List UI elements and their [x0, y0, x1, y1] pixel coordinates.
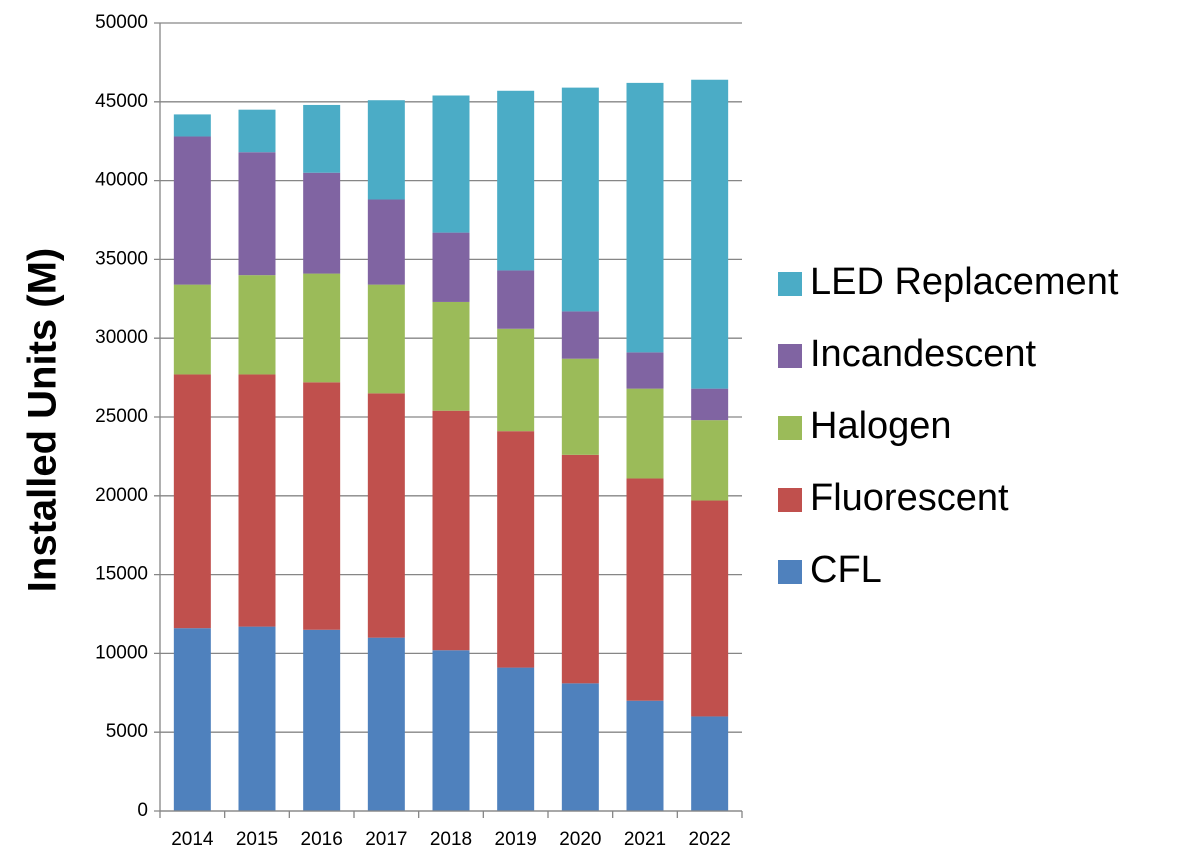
bar-segment	[561, 454, 599, 684]
bar-segment	[561, 683, 599, 811]
bar-segment	[497, 667, 535, 811]
bar-segment	[432, 650, 470, 811]
y-tick-label: 25000	[95, 406, 148, 427]
y-tick-label: 0	[137, 800, 148, 821]
x-tick-label: 2014	[171, 829, 214, 850]
legend-label: CFL	[810, 549, 882, 591]
bar-segment	[626, 388, 664, 479]
bar-segment	[173, 284, 211, 375]
bar-segment	[303, 172, 341, 274]
y-tick-label: 35000	[95, 248, 148, 269]
bar-segment	[367, 393, 405, 638]
bar-segment	[432, 232, 470, 302]
y-tick-label: 10000	[95, 642, 148, 663]
bar-segment	[561, 87, 599, 312]
bar-segment	[367, 284, 405, 394]
x-tick-label: 2019	[495, 829, 537, 850]
bar-segment	[367, 199, 405, 285]
bar-segment	[497, 328, 535, 432]
x-tick-label: 2021	[624, 829, 666, 850]
bar-segment	[497, 270, 535, 329]
bar-segment	[303, 629, 341, 811]
bar-segment	[367, 100, 405, 200]
bar-segment	[303, 104, 341, 173]
bar-segment	[626, 82, 664, 353]
bar-segment	[173, 628, 211, 811]
legend-label: LED Replacement	[810, 261, 1119, 303]
y-tick-label: 50000	[95, 12, 148, 33]
legend-label: Halogen	[810, 405, 952, 447]
bar-segment	[238, 275, 276, 375]
bar-segment	[238, 109, 276, 153]
legend-swatch	[778, 272, 802, 296]
y-tick-label: 20000	[95, 485, 148, 506]
bar-segment	[173, 374, 211, 629]
bar-segment	[303, 273, 341, 383]
legend-swatch	[778, 560, 802, 584]
bar-segment	[432, 301, 470, 411]
x-tick-label: 2020	[559, 829, 601, 850]
x-tick-label: 2016	[301, 829, 343, 850]
bar-segment	[497, 431, 535, 668]
legend-swatch	[778, 344, 802, 368]
bar-segment	[238, 626, 276, 811]
bar-segment	[432, 95, 470, 233]
bar-segment	[626, 352, 664, 389]
y-axis-label: Installed Units (M)	[21, 248, 65, 592]
bar-segment	[173, 136, 211, 285]
bar-segment	[432, 410, 470, 651]
bar-segment	[173, 114, 211, 137]
legend-swatch	[778, 416, 802, 440]
bar-segment	[367, 637, 405, 811]
legend-label: Fluorescent	[810, 477, 1009, 519]
y-tick-label: 45000	[95, 91, 148, 112]
bar-segment	[561, 311, 599, 359]
bar-segment	[303, 382, 341, 630]
legend-swatch	[778, 488, 802, 512]
y-tick-label: 40000	[95, 170, 148, 191]
bar-segment	[626, 478, 664, 701]
bar-segment	[691, 420, 729, 501]
legend-label: Incandescent	[810, 333, 1036, 375]
bar-segment	[238, 374, 276, 627]
y-tick-label: 30000	[95, 327, 148, 348]
x-tick-label: 2022	[689, 829, 731, 850]
x-tick-label: 2015	[236, 829, 278, 850]
bar-segment	[238, 152, 276, 276]
x-tick-label: 2017	[365, 829, 407, 850]
bar-segment	[691, 388, 729, 421]
bar-segment	[497, 90, 535, 271]
x-tick-label: 2018	[430, 829, 472, 850]
bar-segment	[626, 700, 664, 811]
y-tick-label: 15000	[95, 564, 148, 585]
bar-segment	[691, 500, 729, 717]
bar-segment	[691, 79, 729, 389]
bar-segment	[561, 358, 599, 455]
bar-segment	[691, 716, 729, 811]
y-tick-label: 5000	[106, 721, 148, 742]
